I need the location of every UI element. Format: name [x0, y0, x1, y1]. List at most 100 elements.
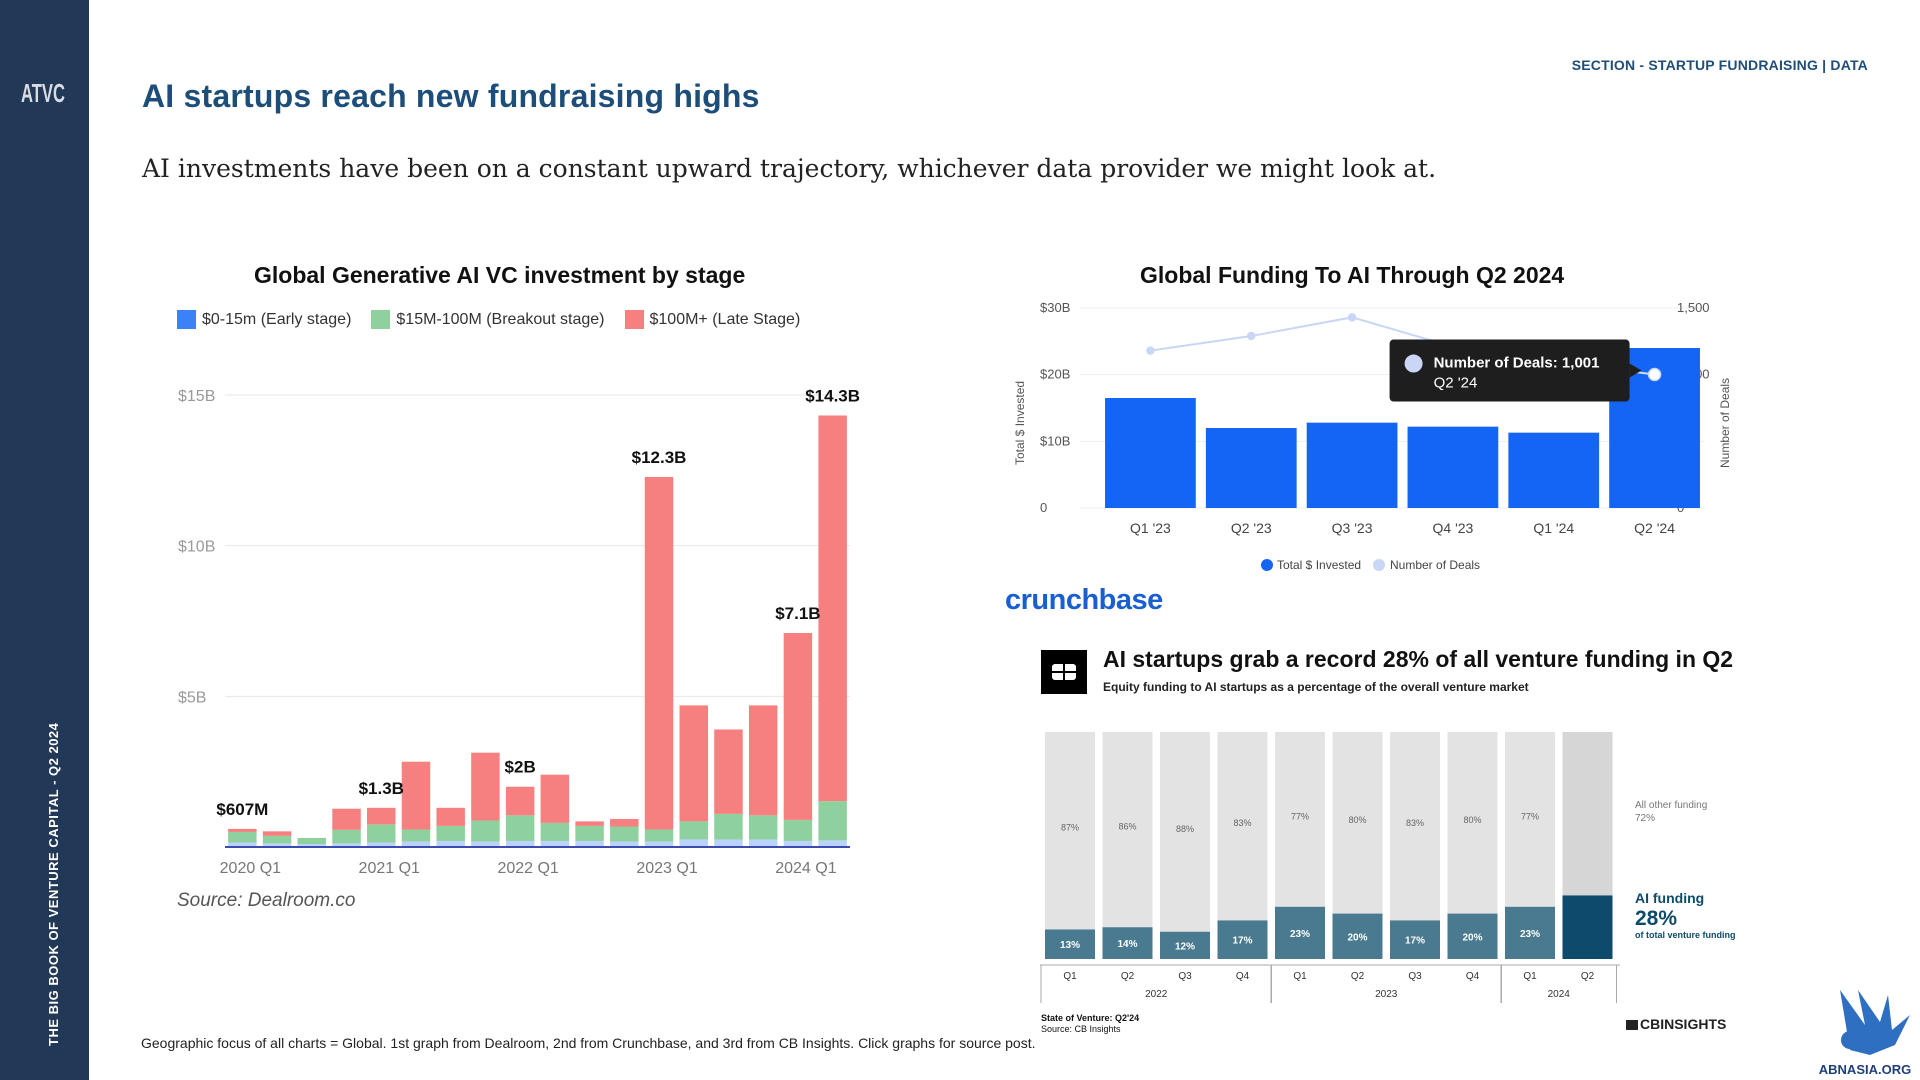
atvc-logo: ATVC	[21, 78, 65, 108]
chart3-ai-bar	[1390, 920, 1440, 959]
chart1-bar-segment	[228, 828, 257, 832]
chart1-bar-segment	[367, 824, 396, 843]
chart3-ai-label: 14%	[1117, 939, 1137, 950]
chart1-bar-segment	[436, 807, 465, 826]
chart2-legend-label: Number of Deals	[1390, 558, 1480, 572]
chart3-ai-label: 23%	[1520, 929, 1540, 940]
chart3-ai-label: 20%	[1462, 932, 1482, 943]
chart1-bar-segment	[783, 819, 813, 841]
chart2-legend-marker	[1373, 559, 1385, 571]
chart3-ai-title: AI funding	[1635, 890, 1704, 906]
chart3-xtick-label: Q1	[1063, 971, 1077, 982]
chart3-year-label: 2022	[1145, 989, 1168, 1000]
chart3-percent-bar[interactable]: 87% 13% Q1 86% 14% Q2 88% 12% Q3 83% 17% Q4 77% 23% Q1…	[1035, 725, 1755, 1015]
chart1-bar-segment	[297, 837, 327, 844]
chart3-other-label: 80%	[1463, 815, 1481, 825]
chart3-ai-label: 12%	[1175, 941, 1195, 952]
chart3-other-bar	[1332, 732, 1383, 914]
chart1-legend-late: $100M+ (Late Stage)	[624, 310, 800, 329]
chart3-other-bar	[1045, 732, 1095, 930]
chart3-ai-bar	[1045, 929, 1095, 959]
chart2-xtick-label: Q3 '23	[1332, 520, 1373, 536]
cbinsights-brand: CBINSIGHTS	[1626, 1016, 1726, 1032]
chart1-bar-segment	[436, 825, 465, 841]
chart1-bar-segment	[228, 831, 257, 843]
chart1-bar-segment	[401, 841, 431, 847]
chart1-legend: $0-15m (Early stage) $15M-100M (Breakout…	[177, 310, 820, 329]
chart3-other-bar	[1390, 732, 1440, 921]
chart3-ai-bar	[1332, 913, 1383, 959]
chart3-ai-bar	[1102, 927, 1153, 959]
chart2-title: Global Funding To AI Through Q2 2024	[1140, 262, 1565, 288]
chart1-stacked-bar[interactable]: $5B $10B $15B $607M $1.3B $2B $12.3B $7.1B $14.3…	[160, 370, 860, 890]
chart1-bar-segment	[436, 840, 465, 847]
chart1-xtick-label: 2022 Q1	[497, 860, 558, 877]
chart1-bar-segment	[471, 752, 500, 821]
footer-note: Geographic focus of all charts = Global.…	[141, 1035, 1036, 1051]
chart3-subtitle: Equity funding to AI startups as a perce…	[1103, 680, 1529, 694]
chart3-xtick-label: Q4	[1236, 971, 1250, 982]
chart3-ai-label: 23%	[1290, 929, 1310, 940]
chart1-bar-segment	[505, 786, 535, 816]
chart1-bar-segment	[228, 842, 257, 847]
chart1-data-label: $7.1B	[775, 604, 820, 623]
chart3-other-label: 80%	[1348, 815, 1366, 825]
chart1-bar-segment	[505, 815, 535, 841]
chart3-other-label: 77%	[1291, 811, 1309, 821]
chart1-bar-segment	[367, 807, 396, 825]
chart1-bar-segment	[540, 840, 570, 847]
chart2-bar	[1306, 422, 1398, 508]
chart1-title: Global Generative AI VC investment by st…	[254, 262, 746, 288]
chart1-bar-segment	[644, 829, 674, 842]
chart1-bar-segment	[714, 839, 743, 847]
chart1-legend-early: $0-15m (Early stage)	[177, 310, 351, 329]
chart1-bar-segment	[610, 826, 639, 842]
chart3-other-title: All other funding	[1635, 800, 1707, 811]
chart1-bar-segment	[471, 841, 500, 847]
logo-text: ATVC	[21, 78, 65, 108]
chart1-bar-segment	[644, 841, 674, 847]
chart3-other-label: 86%	[1118, 822, 1136, 832]
chart3-xtick-label: Q3	[1408, 971, 1422, 982]
chart3-other-label: 83%	[1406, 818, 1424, 828]
chart1-bar-segment	[262, 831, 292, 836]
chart1-data-label: $2B	[505, 758, 536, 777]
chart2-tooltip-marker	[1404, 354, 1423, 373]
chart3-ai-bar	[1160, 931, 1210, 959]
chart1-bar-segment	[471, 820, 500, 842]
chart2-bar	[1407, 426, 1499, 508]
chart3-xtick-label: Q3	[1178, 971, 1192, 982]
cbinsights-icon	[1041, 650, 1087, 694]
chart3-ai-label: 17%	[1405, 936, 1425, 947]
chart3-xtick-label: Q2	[1351, 971, 1365, 982]
chart1-data-label: $1.3B	[359, 779, 404, 798]
chart1-ytick-label: $10B	[178, 539, 215, 556]
chart1-xtick-label: 2023 Q1	[636, 860, 697, 877]
chart1-bar-segment	[332, 829, 361, 844]
chart1-bar-segment	[714, 813, 743, 840]
chart1-bar-segment	[297, 843, 327, 847]
chart2-deals-point	[1247, 331, 1256, 341]
chart3-xtick-label: Q1	[1523, 971, 1537, 982]
chart1-bar-segment	[575, 821, 604, 826]
chart1-bar-segment	[714, 729, 743, 814]
chart2-xtick-label: Q2 '24	[1634, 520, 1675, 536]
chart2-tooltip-line2: Q2 '24	[1434, 375, 1478, 392]
chart2-tooltip-line1: Number of Deals: 1,001	[1434, 355, 1600, 372]
chart1-bar-segment	[505, 840, 535, 847]
chart3-other-label: 88%	[1176, 824, 1194, 834]
chart1-bar-segment	[748, 839, 778, 847]
chart3-other-bar	[1102, 732, 1153, 928]
chart2-legend-marker	[1261, 559, 1273, 571]
chart1-bar-segment	[332, 808, 361, 830]
chart3-xtick-label: Q2	[1581, 971, 1595, 982]
chart1-source: Source: Dealroom.co	[177, 890, 356, 911]
chart2-xtick-label: Q2 '23	[1231, 520, 1272, 536]
chart3-xtick-label: Q1	[1293, 971, 1307, 982]
chart3-title: AI startups grab a record 28% of all ven…	[1103, 646, 1734, 672]
chart1-bar-segment	[262, 843, 292, 847]
chart1-bar-segment	[818, 415, 847, 802]
page-title: AI startups reach new fundraising highs	[142, 78, 760, 114]
chart1-bar-segment	[783, 633, 813, 820]
